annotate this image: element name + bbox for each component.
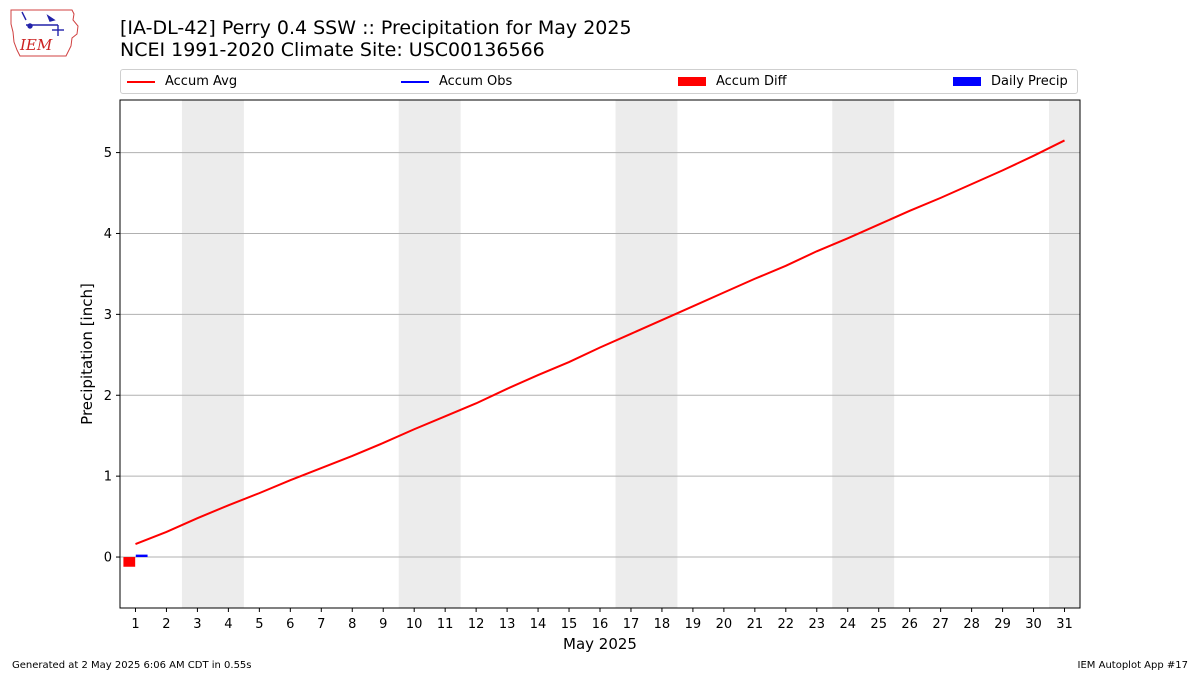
daily-precip-bar xyxy=(136,555,148,557)
x-tick-label: 12 xyxy=(468,617,485,632)
weekend-shade xyxy=(399,100,461,608)
x-tick-label: 26 xyxy=(901,617,918,632)
y-tick-label: 0 xyxy=(104,551,112,566)
x-tick-label: 24 xyxy=(839,617,856,632)
generated-footer: Generated at 2 May 2025 6:06 AM CDT in 0… xyxy=(12,660,252,671)
x-axis-label: May 2025 xyxy=(563,635,637,653)
x-tick-label: 3 xyxy=(193,617,201,632)
accum-avg-line xyxy=(135,140,1064,544)
x-tick-label: 14 xyxy=(530,617,547,632)
x-tick-label: 16 xyxy=(592,617,609,632)
x-tick-label: 20 xyxy=(716,617,733,632)
x-tick-label: 5 xyxy=(255,617,263,632)
x-tick-label: 18 xyxy=(654,617,671,632)
x-tick-label: 8 xyxy=(348,617,356,632)
plot-frame xyxy=(120,100,1080,608)
y-axis-label: Precipitation [inch] xyxy=(78,283,96,425)
accum-diff-bar xyxy=(123,557,135,567)
app-footer: IEM Autoplot App #17 xyxy=(1078,660,1188,671)
x-tick-label: 17 xyxy=(623,617,640,632)
x-tick-label: 7 xyxy=(317,617,325,632)
x-tick-label: 21 xyxy=(747,617,764,632)
x-tick-label: 11 xyxy=(437,617,454,632)
weekend-shade xyxy=(832,100,894,608)
x-tick-label: 19 xyxy=(685,617,702,632)
y-tick-label: 5 xyxy=(104,146,112,161)
x-tick-label: 6 xyxy=(286,617,294,632)
x-tick-label: 23 xyxy=(809,617,826,632)
x-tick-label: 22 xyxy=(778,617,795,632)
weekend-shade xyxy=(182,100,244,608)
x-tick-label: 30 xyxy=(1025,617,1042,632)
weekend-shade xyxy=(615,100,677,608)
y-tick-label: 2 xyxy=(104,389,112,404)
x-tick-label: 4 xyxy=(224,617,232,632)
x-tick-label: 28 xyxy=(963,617,980,632)
x-tick-label: 1 xyxy=(131,617,139,632)
x-tick-label: 2 xyxy=(162,617,170,632)
x-tick-label: 9 xyxy=(379,617,387,632)
x-tick-label: 29 xyxy=(994,617,1011,632)
x-tick-label: 31 xyxy=(1056,617,1073,632)
x-tick-label: 13 xyxy=(499,617,516,632)
x-tick-label: 10 xyxy=(406,617,423,632)
x-tick-label: 15 xyxy=(561,617,578,632)
x-tick-label: 25 xyxy=(870,617,887,632)
y-tick-label: 1 xyxy=(104,470,112,485)
weekend-shade xyxy=(1049,100,1080,608)
x-tick-label: 27 xyxy=(932,617,949,632)
y-tick-label: 3 xyxy=(104,308,112,323)
y-tick-label: 4 xyxy=(104,227,112,242)
